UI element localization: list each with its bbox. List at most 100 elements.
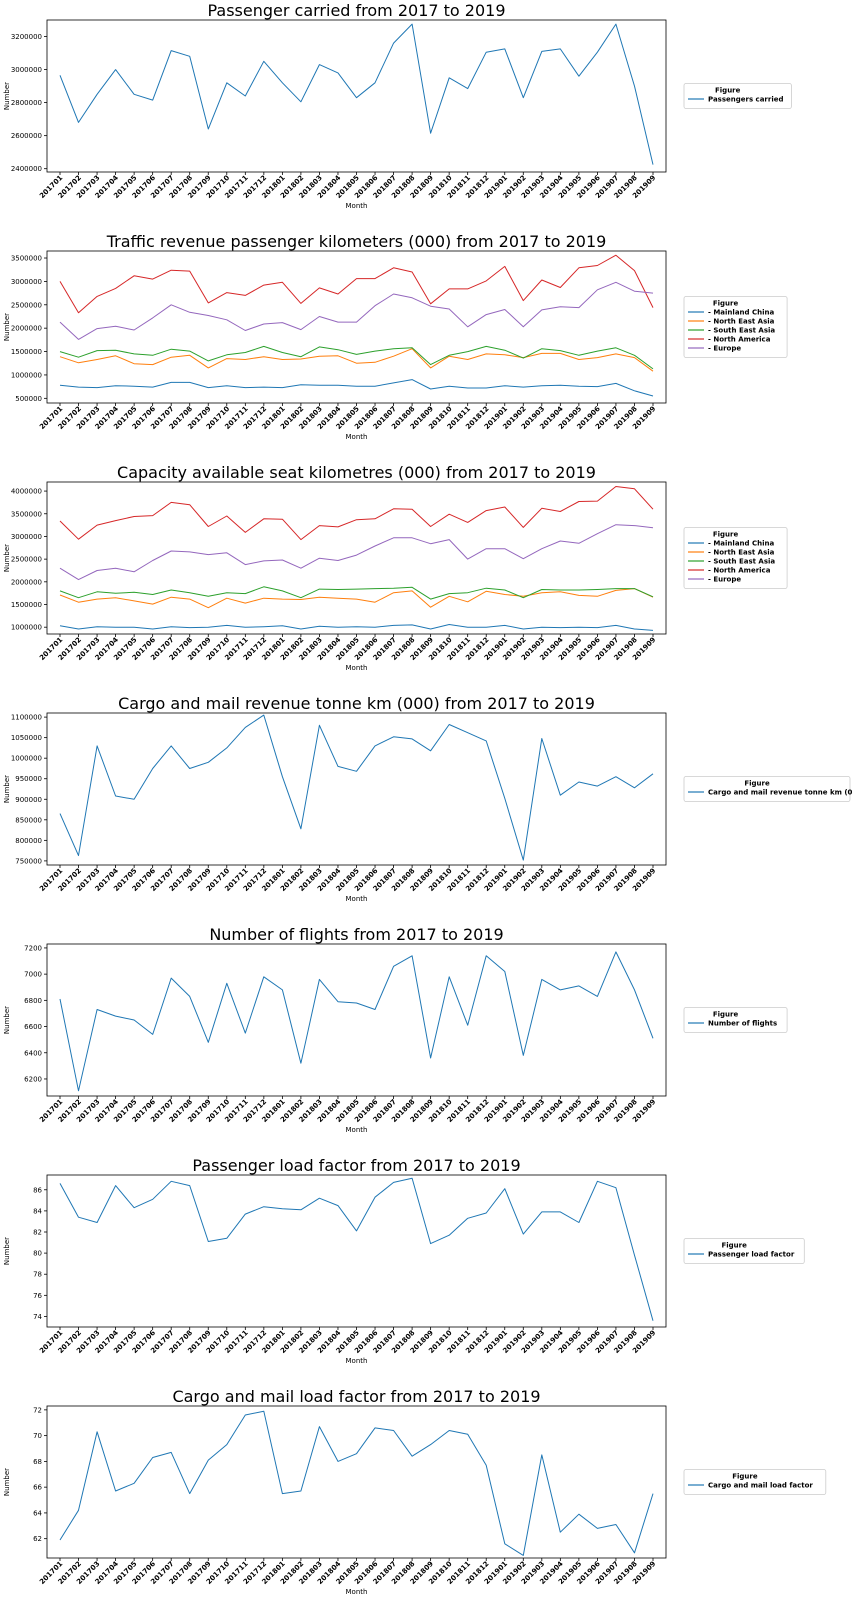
y-tick-label: 2600000 bbox=[11, 132, 42, 140]
legend-title: Figure bbox=[732, 1473, 758, 1481]
y-tick-label: 74 bbox=[33, 1313, 42, 1321]
chart-panel-7: Cargo and mail load factor from 2017 to … bbox=[0, 1386, 852, 1617]
legend-title: Figure bbox=[721, 1242, 747, 1250]
legend-entry: - North America bbox=[708, 567, 771, 575]
y-axis-label: Number bbox=[3, 1006, 11, 1034]
legend-entry: Passenger load factor bbox=[708, 1251, 795, 1259]
y-tick-label: 68 bbox=[33, 1458, 42, 1466]
y-tick-label: 2500000 bbox=[11, 556, 42, 564]
y-tick-label: 1100000 bbox=[11, 714, 42, 722]
y-tick-label: 6600 bbox=[24, 1023, 42, 1031]
chart-panel-5: Number of flights from 2017 to 2019 6200 6… bbox=[0, 924, 852, 1155]
legend-box bbox=[683, 1469, 827, 1495]
y-tick-label: 6400 bbox=[24, 1049, 42, 1057]
chart-svg-1: Passenger carried from 2017 to 2019 24000… bbox=[3, 1, 792, 210]
y-tick-label: 6200 bbox=[24, 1075, 42, 1083]
y-tick-label: 3500000 bbox=[11, 255, 42, 263]
chart-panel-6: Passenger load factor from 2017 to 2019 7… bbox=[0, 1155, 852, 1386]
chart-svg-7: Cargo and mail load factor from 2017 to … bbox=[3, 1387, 827, 1596]
chart-svg-5: Number of flights from 2017 to 2019 6200 6… bbox=[3, 925, 788, 1134]
y-axis-label: Number bbox=[3, 82, 11, 110]
y-tick-label: 800000 bbox=[15, 837, 42, 845]
x-axis-label: Month bbox=[346, 433, 368, 441]
legend-box bbox=[683, 776, 851, 802]
x-axis-label: Month bbox=[346, 1126, 368, 1134]
legend: Figure- Mainland China- North East Asia-… bbox=[683, 527, 788, 589]
y-axis-label: Number bbox=[3, 313, 11, 341]
y-tick-label: 66 bbox=[33, 1484, 42, 1492]
y-tick-label: 1000000 bbox=[11, 371, 42, 379]
legend-entry: - North East Asia bbox=[708, 318, 775, 326]
y-tick-label: 80 bbox=[33, 1250, 42, 1258]
legend-title: Figure bbox=[715, 87, 741, 95]
chart-panel-2: Traffic revenue passenger kilometers (00… bbox=[0, 231, 852, 462]
series-line-1 bbox=[59, 379, 654, 397]
y-tick-label: 2000000 bbox=[11, 578, 42, 586]
y-tick-label: 3000000 bbox=[11, 66, 42, 74]
y-tick-label: 64 bbox=[33, 1509, 42, 1517]
series-line-4 bbox=[59, 486, 654, 541]
legend-entry: - Mainland China bbox=[708, 309, 774, 317]
chart-svg-4: Cargo and mail revenue tonne km (000) fr… bbox=[3, 694, 852, 903]
series-line-1 bbox=[59, 714, 654, 861]
y-axis-label: Number bbox=[3, 1237, 11, 1265]
legend-entry: - South East Asia bbox=[708, 558, 775, 566]
y-axis-label: Number bbox=[3, 544, 11, 572]
y-tick-label: 6800 bbox=[24, 997, 42, 1005]
plot-frame bbox=[46, 1174, 667, 1328]
series-line-2 bbox=[59, 588, 654, 609]
series-line-3 bbox=[59, 345, 654, 370]
y-tick-label: 3000000 bbox=[11, 533, 42, 541]
series-line-5 bbox=[59, 281, 654, 340]
y-tick-label: 78 bbox=[33, 1271, 42, 1279]
y-tick-label: 7000 bbox=[24, 971, 42, 979]
y-tick-label: 850000 bbox=[15, 816, 42, 824]
legend-entry: Number of flights bbox=[708, 1020, 777, 1028]
y-tick-label: 3200000 bbox=[11, 33, 42, 41]
y-tick-label: 900000 bbox=[15, 796, 42, 804]
series-line-2 bbox=[59, 348, 654, 372]
series-line-4 bbox=[59, 254, 654, 314]
legend-title: Figure bbox=[713, 300, 739, 308]
legend-title: Figure bbox=[744, 780, 770, 788]
series-line-1 bbox=[59, 624, 654, 631]
y-tick-label: 7200 bbox=[24, 944, 42, 952]
series-line-1 bbox=[59, 951, 654, 1092]
legend-entry: - Europe bbox=[708, 576, 741, 584]
y-tick-label: 500000 bbox=[15, 395, 42, 403]
y-tick-label: 76 bbox=[33, 1292, 42, 1300]
legend-entry: - South East Asia bbox=[708, 327, 775, 335]
legend-box bbox=[683, 83, 792, 109]
x-axis-label: Month bbox=[346, 202, 368, 210]
series-line-3 bbox=[59, 586, 654, 600]
y-tick-label: 1000000 bbox=[11, 755, 42, 763]
chart-panel-3: Capacity available seat kilometres (000)… bbox=[0, 462, 852, 693]
legend-box bbox=[683, 527, 788, 589]
y-tick-label: 1500000 bbox=[11, 601, 42, 609]
y-tick-label: 1500000 bbox=[11, 348, 42, 356]
chart-title: Cargo and mail revenue tonne km (000) fr… bbox=[118, 694, 595, 713]
y-tick-label: 950000 bbox=[15, 775, 42, 783]
legend-box bbox=[683, 1238, 805, 1264]
plot-frame bbox=[46, 1405, 667, 1559]
y-tick-label: 86 bbox=[33, 1186, 42, 1194]
series-line-5 bbox=[59, 524, 654, 581]
legend-entry: - Mainland China bbox=[708, 540, 774, 548]
legend-entry: - North East Asia bbox=[708, 549, 775, 557]
y-tick-label: 4000000 bbox=[11, 488, 42, 496]
legend-title: Figure bbox=[713, 1011, 739, 1019]
chart-title: Passenger load factor from 2017 to 2019 bbox=[192, 1156, 520, 1175]
legend-entry: Passengers carried bbox=[708, 96, 783, 104]
chart-title: Passenger carried from 2017 to 2019 bbox=[207, 1, 505, 20]
y-tick-label: 750000 bbox=[15, 857, 42, 865]
x-axis-label: Month bbox=[346, 1588, 368, 1596]
legend-entry: - North America bbox=[708, 336, 771, 344]
y-tick-label: 1000000 bbox=[11, 624, 42, 632]
x-axis-label: Month bbox=[346, 664, 368, 672]
chart-title: Cargo and mail load factor from 2017 to … bbox=[172, 1387, 540, 1406]
